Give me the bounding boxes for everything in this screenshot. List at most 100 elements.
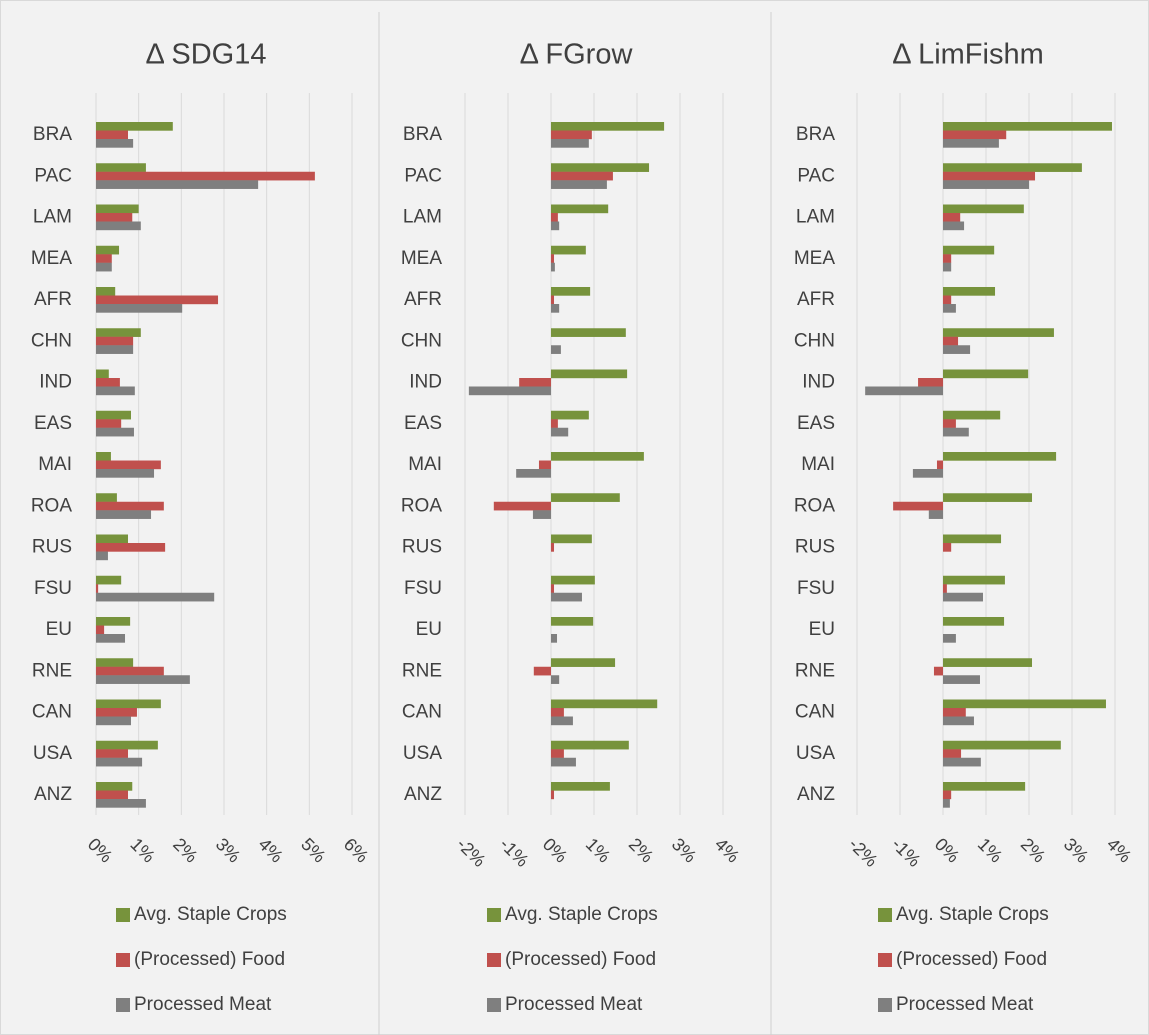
bar xyxy=(96,427,134,437)
bar xyxy=(943,493,1033,502)
bar xyxy=(551,130,592,140)
y-tick-label: RNE xyxy=(795,660,835,681)
y-tick-label: CHN xyxy=(794,330,835,351)
bar xyxy=(943,675,980,684)
bar xyxy=(912,469,943,478)
y-tick-label: MAI xyxy=(38,454,72,475)
y-tick-label: AFR xyxy=(404,289,442,310)
y-tick-label: AFR xyxy=(797,289,835,310)
bar xyxy=(551,452,644,461)
bar xyxy=(532,510,551,519)
bar xyxy=(96,130,128,140)
bar xyxy=(943,658,1033,667)
bar xyxy=(96,716,131,726)
bar xyxy=(943,584,947,593)
bar xyxy=(943,122,1112,131)
y-tick-label: LAM xyxy=(403,207,442,228)
bar xyxy=(943,304,956,313)
legend-label: Avg. Staple Crops xyxy=(896,904,1049,925)
bar xyxy=(943,336,959,346)
bar xyxy=(96,345,134,354)
legend-swatch xyxy=(878,953,892,967)
bar xyxy=(551,180,607,189)
bar xyxy=(551,304,560,313)
bar xyxy=(96,790,128,800)
bar xyxy=(493,501,551,511)
bar xyxy=(551,592,582,602)
y-tick-label: ROA xyxy=(794,495,836,516)
bar xyxy=(551,410,589,420)
y-tick-label: LAM xyxy=(796,207,835,228)
bar xyxy=(96,419,122,428)
bar xyxy=(96,386,135,396)
bar xyxy=(943,419,956,428)
bar xyxy=(551,213,558,222)
bar xyxy=(96,584,99,593)
y-tick-label: FSU xyxy=(797,578,835,599)
bar xyxy=(943,369,1029,379)
bar xyxy=(551,534,592,544)
bar xyxy=(516,469,551,478)
y-tick-label: RUS xyxy=(402,537,442,558)
bar xyxy=(943,592,983,602)
bar xyxy=(551,254,555,263)
bar xyxy=(96,757,143,767)
bar xyxy=(551,245,586,255)
y-tick-label: PAC xyxy=(797,165,835,186)
bar xyxy=(551,345,561,354)
y-tick-label: LAM xyxy=(33,207,72,228)
bar xyxy=(96,163,146,172)
bar xyxy=(96,213,133,222)
bar xyxy=(893,501,943,511)
y-tick-label: USA xyxy=(33,743,72,764)
bar xyxy=(551,171,613,181)
y-tick-label: IND xyxy=(39,372,72,393)
bar xyxy=(96,699,161,709)
bar xyxy=(96,254,112,263)
bar xyxy=(468,386,551,396)
y-tick-label: MEA xyxy=(794,248,836,269)
bar xyxy=(943,749,962,758)
bar xyxy=(551,757,576,767)
y-tick-label: ANZ xyxy=(34,784,72,805)
y-tick-label: EU xyxy=(46,619,72,640)
y-tick-label: ROA xyxy=(401,495,443,516)
bar xyxy=(551,419,558,428)
legend-label: Processed Meat xyxy=(134,994,272,1015)
bar xyxy=(943,204,1024,214)
bar xyxy=(538,460,551,470)
bar xyxy=(943,543,952,552)
bar xyxy=(943,740,1061,750)
bar xyxy=(96,378,120,387)
bar xyxy=(551,749,564,758)
legend-swatch xyxy=(487,998,501,1012)
bar xyxy=(551,658,616,667)
bar xyxy=(551,782,610,791)
bar xyxy=(96,666,164,676)
bar xyxy=(96,501,164,511)
bar xyxy=(96,180,259,189)
bar xyxy=(943,410,1001,420)
bar xyxy=(551,163,650,172)
bar xyxy=(943,617,1005,626)
bar xyxy=(943,295,952,305)
bar xyxy=(943,245,995,255)
y-tick-label: RNE xyxy=(32,660,72,681)
bar xyxy=(943,790,952,800)
y-tick-label: EU xyxy=(809,619,835,640)
bar xyxy=(96,617,131,626)
panel-title: Δ LimFishm xyxy=(892,39,1044,71)
y-tick-label: CAN xyxy=(32,702,72,723)
bar xyxy=(943,708,966,717)
bar xyxy=(943,799,950,808)
bar xyxy=(943,575,1005,585)
y-tick-label: USA xyxy=(403,743,442,764)
bar xyxy=(551,328,626,337)
bar xyxy=(96,460,161,470)
y-tick-label: BRA xyxy=(33,124,72,145)
bar xyxy=(96,452,111,461)
bar xyxy=(933,666,943,676)
legend-swatch xyxy=(116,998,130,1012)
